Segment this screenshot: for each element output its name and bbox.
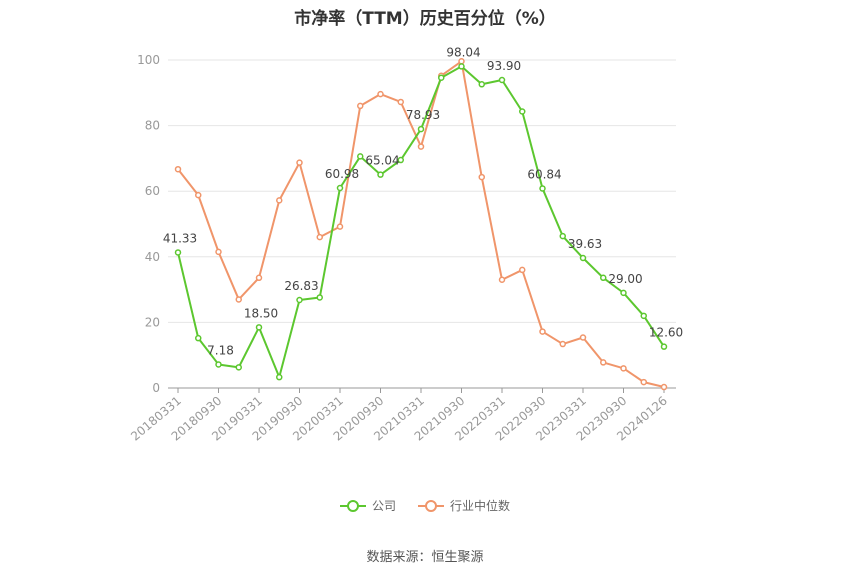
data-point-industry-median: [539, 328, 546, 335]
data-point-company: [438, 74, 445, 81]
legend-label-company: 公司: [371, 499, 396, 513]
data-label: 26.83: [284, 279, 318, 293]
data-point-company: [357, 153, 364, 160]
data-point-company: [478, 81, 485, 88]
legend-item-company[interactable]: 公司: [339, 497, 396, 514]
data-source: 数据来源：恒生聚源: [366, 550, 484, 565]
y-tick-label: 60: [145, 184, 160, 198]
data-label: 12.60: [649, 326, 683, 340]
data-point-company: [195, 334, 202, 342]
data-point-company: [660, 343, 668, 350]
y-tick-label: 40: [145, 250, 160, 264]
data-point-company: [539, 185, 546, 192]
data-point-company: [519, 108, 526, 115]
data-label: 41.33: [163, 231, 197, 245]
data-point-company: [377, 171, 384, 178]
legend: 公司 行业中位数: [0, 497, 850, 514]
data-point-company: [336, 184, 344, 192]
data-point-industry-median: [498, 276, 506, 284]
data-label: 98.04: [446, 45, 480, 59]
data-point-industry-median: [296, 159, 303, 166]
data-point-industry-median: [336, 223, 344, 230]
data-point-industry-median: [195, 191, 202, 199]
data-label: 60.84: [527, 167, 561, 181]
data-point-company: [458, 63, 465, 70]
data-point-industry-median: [215, 248, 222, 256]
data-point-industry-median: [397, 98, 404, 106]
data-point-industry-median: [357, 102, 364, 110]
data-labels: 41.33 7.18 18.50 26.83 60.98 65.04 78.93 98.04 9…: [163, 45, 683, 357]
data-point-company: [498, 76, 506, 84]
data-point-company: [235, 364, 242, 371]
data-point-company: [255, 324, 263, 331]
data-label: 60.98: [325, 167, 359, 181]
data-point-industry-median: [478, 173, 485, 181]
data-point-industry-median: [620, 365, 627, 372]
data-label: 93.90: [487, 59, 521, 73]
data-point-company: [640, 312, 647, 320]
data-label: 65.04: [365, 154, 399, 168]
chart-title: 市净率（TTM）历史百分位（%）: [294, 9, 556, 29]
data-label: 18.50: [244, 306, 278, 320]
data-point-company: [174, 249, 182, 256]
data-point-company: [600, 274, 607, 282]
data-point-industry-median: [417, 143, 425, 150]
legend-swatch-company: [339, 499, 366, 513]
data-point-industry-median: [660, 383, 668, 391]
data-point-company: [215, 361, 222, 368]
data-point-company: [559, 232, 566, 240]
data-point-industry-median: [174, 165, 182, 173]
data-point-industry-median: [640, 378, 647, 386]
data-point-company: [296, 296, 303, 304]
legend-swatch-industry-median: [418, 499, 444, 513]
data-point-industry-median: [235, 296, 242, 303]
grid-lines: [168, 59, 676, 323]
y-tick-label: 0: [152, 381, 160, 395]
series-lines: [174, 58, 668, 391]
legend-item-industry-median[interactable]: 行业中位数: [418, 497, 510, 514]
data-point-company: [417, 125, 425, 133]
data-point-company: [620, 289, 627, 297]
y-tick-label: 20: [145, 315, 160, 329]
data-label: 78.93: [406, 108, 440, 122]
data-point-company: [579, 254, 587, 262]
data-point-company: [397, 156, 404, 164]
data-point-industry-median: [559, 340, 566, 348]
data-point-company: [276, 373, 283, 381]
data-label: 39.63: [568, 237, 602, 251]
data-point-company: [316, 294, 323, 301]
y-tick-label: 80: [145, 119, 160, 133]
data-point-industry-median: [579, 334, 587, 341]
data-point-industry-median: [377, 90, 384, 98]
data-point-industry-median: [458, 58, 465, 65]
data-point-industry-median: [276, 197, 283, 204]
data-point-industry-median: [316, 233, 323, 241]
data-point-industry-median: [255, 274, 263, 282]
legend-label-industry-median: 行业中位数: [450, 499, 511, 513]
data-label: 29.00: [608, 272, 642, 286]
data-point-industry-median: [600, 359, 607, 366]
data-label: 7.18: [207, 343, 234, 357]
data-point-industry-median: [519, 266, 526, 274]
y-tick-label: 100: [137, 53, 160, 67]
